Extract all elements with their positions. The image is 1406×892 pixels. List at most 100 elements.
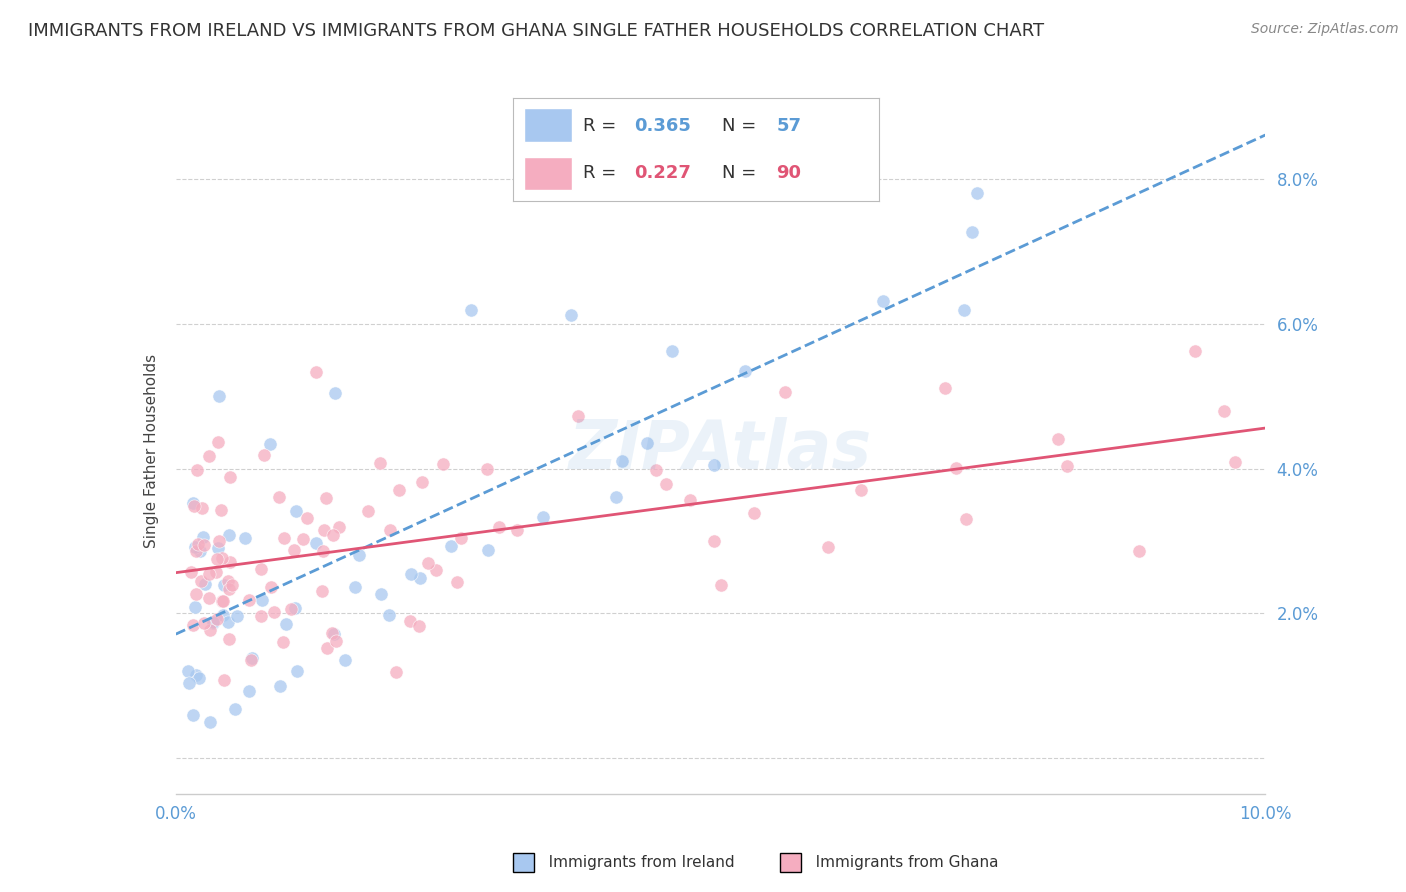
Point [347, 548, 370, 562]
Point [742, 506, 765, 520]
Point [183, 540, 205, 554]
Point [357, 503, 380, 517]
Point [311, 584, 333, 599]
Point [198, 566, 221, 581]
Point [188, 544, 211, 558]
Point [238, 592, 260, 607]
Point [333, 653, 356, 667]
Text: Source: ZipAtlas.com: Source: ZipAtlas.com [1251, 22, 1399, 37]
Text: 0.365: 0.365 [634, 117, 690, 135]
Point [191, 500, 214, 515]
Point [328, 520, 350, 534]
Point [221, 578, 243, 592]
Point [190, 574, 212, 589]
Point [198, 591, 221, 605]
Point [703, 458, 725, 473]
Point [344, 580, 367, 594]
Point [181, 618, 204, 632]
Point [284, 601, 307, 615]
Point [218, 632, 240, 646]
Text: IMMIGRANTS FROM IRELAND VS IMMIGRANTS FROM GHANA SINGLE FATHER HOUSEHOLDS CORREL: IMMIGRANTS FROM IRELAND VS IMMIGRANTS FR… [28, 22, 1045, 40]
Point [450, 531, 472, 545]
Point [315, 491, 337, 505]
Point [205, 612, 228, 626]
Point [531, 510, 554, 524]
Point [1184, 343, 1206, 358]
Point [179, 676, 201, 690]
Point [425, 563, 447, 577]
Point [934, 381, 956, 395]
Point [305, 365, 328, 379]
Point [411, 475, 433, 489]
Point [269, 679, 291, 693]
Point [817, 540, 839, 554]
Point [239, 652, 262, 666]
Point [460, 302, 482, 317]
Text: 57: 57 [776, 117, 801, 135]
Point [212, 593, 235, 607]
Point [953, 303, 976, 318]
Point [295, 510, 318, 524]
Point [399, 614, 422, 628]
Point [567, 409, 589, 423]
Point [198, 449, 221, 463]
Text: Immigrants from Ghana: Immigrants from Ghana [801, 855, 998, 870]
Text: 90: 90 [776, 164, 801, 182]
Point [506, 523, 529, 537]
Point [312, 524, 335, 538]
Point [183, 500, 205, 514]
Point [187, 537, 209, 551]
Point [610, 454, 633, 468]
Point [250, 608, 273, 623]
Point [734, 364, 756, 378]
Point [211, 551, 233, 566]
Point [218, 582, 240, 597]
Point [184, 668, 207, 682]
FancyBboxPatch shape [524, 109, 572, 142]
Point [198, 714, 221, 729]
Point [385, 665, 408, 679]
Point [209, 503, 232, 517]
Point [193, 538, 215, 552]
Point [710, 578, 733, 592]
Point [560, 308, 582, 322]
Point [219, 555, 242, 569]
Point [416, 556, 439, 570]
Point [409, 571, 432, 585]
Point [280, 601, 302, 615]
Point [440, 539, 463, 553]
Point [259, 437, 281, 451]
Point [955, 512, 977, 526]
Point [960, 225, 983, 239]
Point [312, 544, 335, 558]
Point [636, 435, 658, 450]
Point [205, 565, 228, 579]
Text: N =: N = [721, 164, 762, 182]
Point [183, 495, 205, 509]
Point [226, 609, 249, 624]
Point [183, 707, 205, 722]
Point [849, 483, 872, 497]
Point [186, 543, 208, 558]
Point [201, 615, 224, 630]
Point [191, 530, 214, 544]
Point [200, 623, 222, 637]
Point [184, 587, 207, 601]
Point [224, 702, 246, 716]
Point [322, 528, 344, 542]
Point [193, 615, 215, 630]
Point [321, 626, 343, 640]
Y-axis label: Single Father Households: Single Father Households [143, 353, 159, 548]
Point [218, 470, 240, 484]
Point [477, 542, 499, 557]
Point [240, 650, 263, 665]
Point [1047, 432, 1070, 446]
Point [217, 574, 239, 589]
Point [378, 607, 401, 622]
Point [325, 386, 347, 401]
Point [250, 593, 273, 607]
Point [399, 567, 422, 582]
Point [207, 435, 229, 450]
Point [180, 566, 202, 580]
Point [276, 617, 298, 632]
